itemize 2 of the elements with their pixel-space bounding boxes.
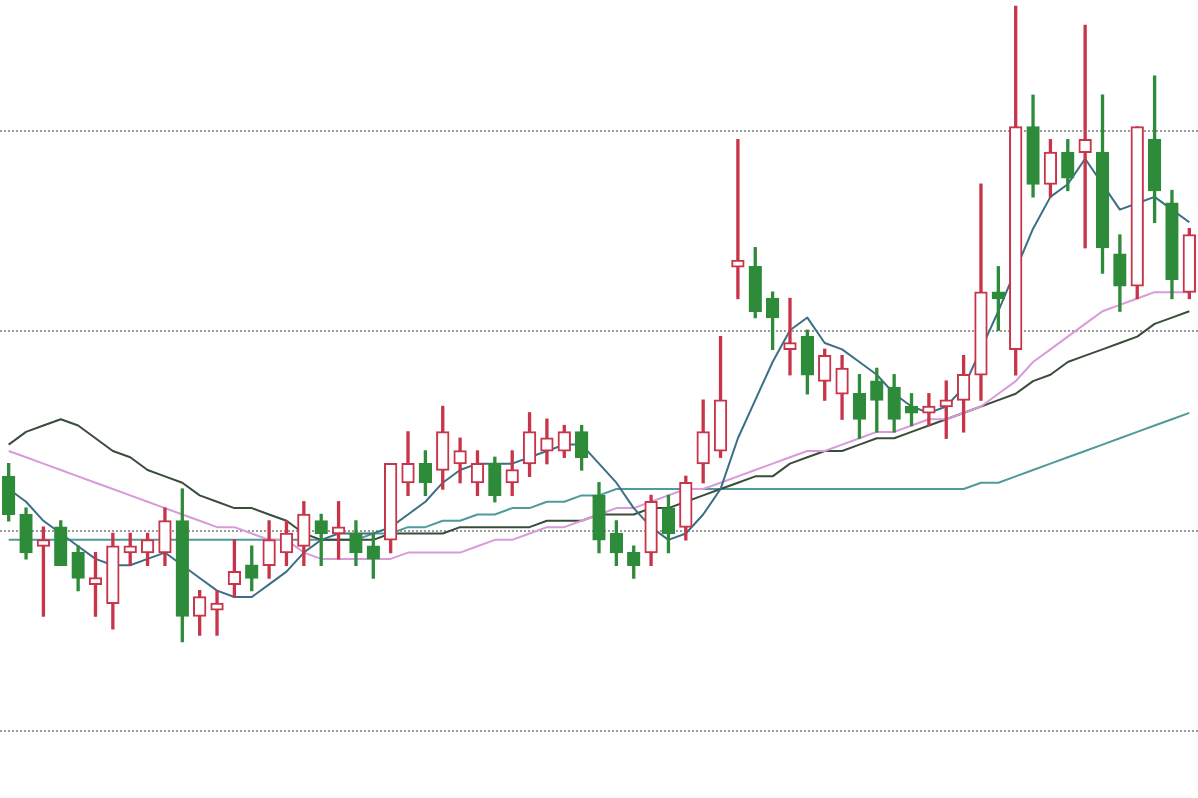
candlestick: [783, 297, 797, 376]
candlestick: [1078, 24, 1092, 249]
